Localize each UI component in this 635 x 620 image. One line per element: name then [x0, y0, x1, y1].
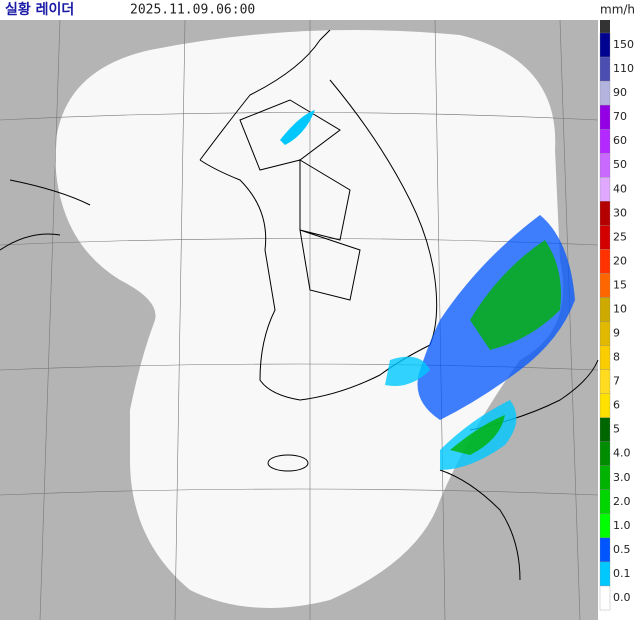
legend-label: 0.1	[613, 567, 631, 580]
legend-label: 30	[613, 206, 627, 219]
legend-swatch	[599, 249, 611, 274]
title: 실황 레이더	[5, 1, 74, 18]
legend-label: 7	[613, 375, 620, 388]
timestamp: 2025.11.09.06:00	[130, 3, 255, 18]
legend-swatch	[599, 129, 611, 154]
legend-swatch	[599, 177, 611, 202]
precipitation	[280, 110, 575, 470]
legend-swatch	[599, 465, 611, 490]
legend-swatch	[599, 80, 611, 106]
legend-label: 50	[613, 158, 627, 171]
legend-label: 5	[613, 423, 620, 436]
legend-label: 70	[613, 110, 627, 123]
legend-label: 0.0	[613, 591, 631, 604]
legend-label: 0.5	[613, 543, 631, 556]
legend-swatch	[599, 489, 611, 514]
coastline	[0, 29, 599, 581]
legend-swatch	[599, 345, 611, 370]
legend-label: 6	[613, 399, 620, 412]
legend-swatch	[599, 537, 611, 563]
legend-swatch	[599, 153, 611, 178]
legend-label: 20	[613, 254, 627, 267]
legend-label: 110	[613, 62, 634, 75]
legend-label: 40	[613, 182, 627, 195]
header-bar	[0, 0, 635, 20]
legend-swatch	[599, 417, 611, 442]
legend-swatch	[599, 513, 611, 539]
legend-label: 9	[613, 327, 620, 340]
legend-label: 150	[613, 38, 634, 51]
map	[0, 19, 599, 620]
legend-swatch	[599, 321, 611, 346]
legend-top-swatch	[600, 20, 610, 33]
legend-label: 1.0	[613, 519, 631, 532]
legend-label: 8	[613, 351, 620, 364]
legend-swatch	[599, 561, 611, 587]
legend-swatch	[599, 393, 611, 418]
unit: mm/h	[600, 3, 635, 17]
legend-swatch	[599, 56, 611, 82]
legend-label: 25	[613, 230, 627, 243]
legend-swatch	[599, 369, 611, 394]
legend-label: 15	[613, 278, 627, 291]
legend-swatch	[599, 104, 611, 130]
legend: 150 110 90 70 60 50 40 30 25 20 15 10 9 8 7 6 5 4.0 3.0 2.0…	[599, 20, 634, 611]
radar-coverage	[55, 30, 564, 608]
legend-swatch	[599, 201, 611, 226]
legend-label: 60	[613, 134, 627, 147]
legend-label: 90	[613, 86, 627, 99]
grid	[0, 19, 599, 620]
legend-swatch	[599, 585, 611, 611]
legend-swatch	[599, 441, 611, 466]
legend-label: 2.0	[613, 495, 631, 508]
legend-swatch	[599, 273, 611, 298]
legend-swatch	[599, 297, 611, 322]
legend-swatch	[599, 32, 611, 58]
legend-label: 4.0	[613, 447, 631, 460]
legend-label: 10	[613, 302, 627, 315]
legend-swatch	[599, 225, 611, 250]
legend-label: 3.0	[613, 471, 631, 484]
